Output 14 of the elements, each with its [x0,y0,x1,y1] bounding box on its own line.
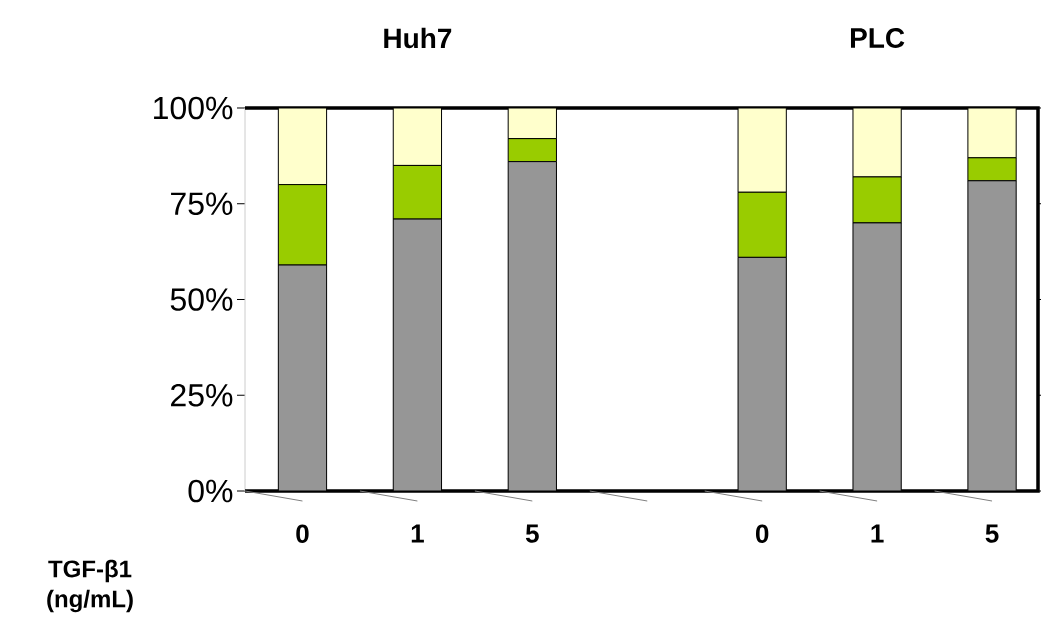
x-tick-label: 5 [985,524,999,543]
y-tick-label: 25% [171,383,233,407]
x-tick-label: 1 [411,524,424,543]
x-tick-label: 0 [296,524,309,543]
x-tick-label: 1 [871,524,884,543]
y-tick-label: 75% [171,192,233,215]
y-tick-label: 50% [170,288,233,311]
text: Huh7 [384,27,452,49]
y-tick-label: 100% [154,96,233,120]
x-tick-label: 0 [755,524,769,543]
text: PLC [850,28,905,48]
y-tick-label: 0% [188,479,233,503]
x-axis-title: TGF-β1 (ng/mL) [47,559,133,613]
x-tick-label: 5 [525,524,539,543]
